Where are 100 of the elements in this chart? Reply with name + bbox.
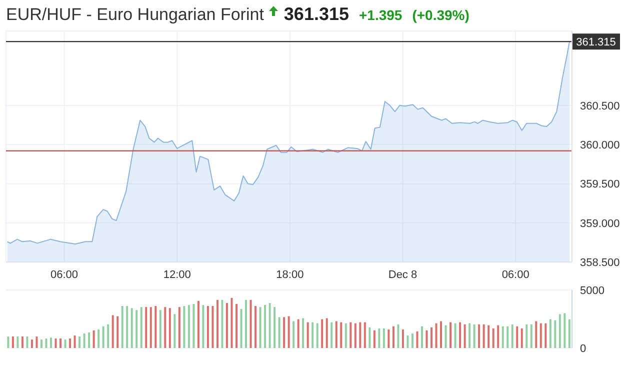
bar <box>340 322 342 348</box>
bar <box>426 330 428 348</box>
bar <box>88 332 90 348</box>
bar <box>292 321 295 348</box>
bar <box>535 321 538 348</box>
bar <box>382 328 385 348</box>
bar <box>416 331 418 348</box>
x-tick-label: Dec 8 <box>388 268 418 281</box>
bar <box>40 340 42 348</box>
bar <box>121 306 124 348</box>
bar <box>102 326 104 348</box>
bar <box>278 317 280 348</box>
bar <box>473 324 476 348</box>
bar <box>140 307 142 348</box>
bar <box>335 321 338 348</box>
bar <box>235 304 238 348</box>
bar <box>344 323 347 348</box>
text: 361.315 <box>284 4 349 25</box>
bar <box>420 326 423 348</box>
y-tick-label: 359.000 <box>580 218 620 230</box>
text: +1.395 <box>359 7 402 23</box>
bar <box>178 307 180 348</box>
y-tick-label: 359.500 <box>580 178 620 191</box>
bar <box>492 328 494 348</box>
y-tick-label: 358.500 <box>580 256 620 269</box>
bar <box>516 326 518 348</box>
y-tick-label: 5000 <box>580 284 604 297</box>
bar <box>288 316 290 348</box>
bar <box>78 336 81 348</box>
bar <box>554 320 556 348</box>
bar <box>264 304 266 348</box>
bar <box>45 338 48 348</box>
bar <box>92 330 95 348</box>
bar <box>544 323 547 348</box>
bar <box>354 323 356 348</box>
bar <box>397 324 400 348</box>
bar <box>440 321 442 348</box>
bar <box>435 323 438 348</box>
y-tick-label: 360.000 <box>580 139 620 152</box>
bar <box>444 325 447 348</box>
x-tick-label: 06:00 <box>502 268 530 281</box>
bar <box>364 322 366 348</box>
bar <box>373 330 376 348</box>
y-tick-label: 0 <box>580 342 586 355</box>
bar <box>202 304 204 348</box>
bar <box>130 308 133 348</box>
bar <box>136 310 138 348</box>
bar <box>430 327 432 348</box>
bar <box>145 307 148 348</box>
bar <box>188 304 190 348</box>
bar <box>274 307 276 348</box>
bar <box>168 308 171 348</box>
bar <box>488 325 490 348</box>
bar <box>60 338 62 348</box>
bar <box>150 307 152 348</box>
bar <box>564 313 566 348</box>
bar <box>450 322 452 348</box>
bar <box>159 310 162 348</box>
bar <box>216 300 218 348</box>
chart-title: EUR/HUF - Euro Hungarian Forint <box>6 5 264 25</box>
bar <box>502 326 504 348</box>
bar <box>254 306 257 348</box>
bar <box>316 323 318 348</box>
x-tick-label: 12:00 <box>163 268 191 281</box>
bar <box>530 324 532 348</box>
bar <box>540 323 542 348</box>
bar <box>350 322 352 348</box>
bar <box>183 306 186 348</box>
bar <box>16 336 19 348</box>
bar <box>64 340 66 348</box>
bar <box>240 309 242 348</box>
bar <box>388 329 390 348</box>
bar <box>154 306 157 348</box>
bar <box>83 334 86 348</box>
bar <box>107 324 110 348</box>
bar <box>511 324 514 348</box>
bar <box>297 319 300 348</box>
bar <box>464 324 466 348</box>
bar <box>230 298 233 348</box>
bar <box>36 336 38 348</box>
bar <box>112 315 114 348</box>
bar <box>482 324 485 348</box>
bar <box>98 329 100 348</box>
bar <box>206 306 209 348</box>
bar <box>54 338 57 348</box>
bar <box>306 322 309 348</box>
bar <box>321 319 324 348</box>
bar <box>392 326 394 348</box>
bar <box>69 338 72 348</box>
bar <box>221 300 224 348</box>
x-tick-label: 06:00 <box>50 268 78 281</box>
bar <box>268 302 271 348</box>
bar <box>302 318 304 348</box>
bar <box>192 304 195 348</box>
bar <box>259 307 262 348</box>
bar <box>50 338 52 348</box>
text: (+0.39%) <box>412 7 470 23</box>
bar <box>459 322 462 348</box>
bar <box>411 334 414 348</box>
bar <box>30 340 33 348</box>
